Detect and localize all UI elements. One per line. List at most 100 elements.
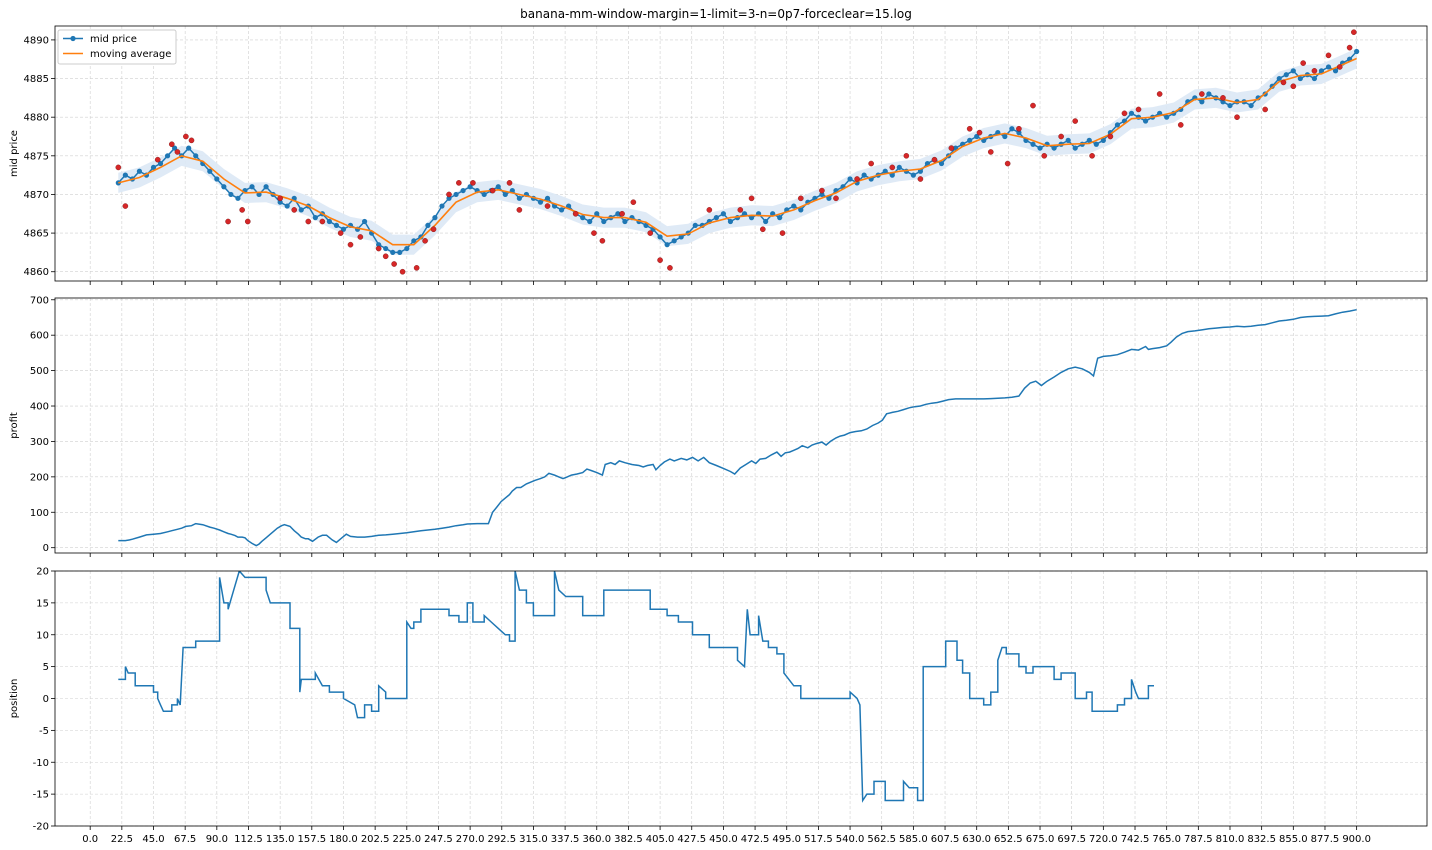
signal-point bbox=[239, 207, 245, 213]
signal-point bbox=[647, 230, 654, 236]
mid-price-point bbox=[1290, 68, 1296, 74]
signal-point bbox=[1030, 102, 1036, 109]
y-tick-label: 5 bbox=[43, 662, 49, 673]
mid-price-point bbox=[1030, 141, 1036, 147]
mid-price-point bbox=[404, 245, 410, 252]
signal-point bbox=[976, 129, 983, 136]
signal-point bbox=[382, 253, 389, 260]
mid-price-point bbox=[390, 249, 396, 256]
x-tick-label: 450.0 bbox=[709, 834, 738, 845]
signal-point bbox=[174, 149, 181, 155]
y-tick-label: 200 bbox=[30, 472, 49, 483]
mid-price-point bbox=[1100, 137, 1106, 143]
signal-point bbox=[391, 261, 397, 267]
signal-point bbox=[948, 145, 955, 151]
signal-point bbox=[1336, 64, 1343, 70]
x-tick-label: 630.0 bbox=[962, 834, 991, 845]
signal-point bbox=[966, 125, 973, 132]
legend-frame bbox=[57, 29, 177, 65]
signal-point bbox=[1041, 153, 1048, 159]
mid-price-point bbox=[157, 160, 164, 167]
profit-line bbox=[118, 308, 1357, 547]
signal-point bbox=[399, 268, 406, 275]
mid-price-point bbox=[298, 207, 304, 213]
signal-point bbox=[1121, 110, 1128, 117]
mid-price-point bbox=[1283, 72, 1289, 78]
y-tick-label: 4860 bbox=[24, 267, 49, 278]
signal-point bbox=[347, 241, 354, 248]
signal-point bbox=[1004, 160, 1011, 167]
signal-point bbox=[572, 210, 579, 217]
mid-price-point bbox=[819, 191, 825, 198]
legend: mid price moving average bbox=[57, 29, 177, 65]
moving-average-line bbox=[118, 57, 1357, 246]
mid-price-point bbox=[601, 218, 607, 225]
mid-price-point bbox=[1142, 118, 1149, 124]
signal-point bbox=[760, 226, 766, 233]
y-tick-label: -15 bbox=[33, 790, 49, 801]
mid-price-point bbox=[284, 203, 290, 209]
y-tick-label: -20 bbox=[33, 822, 49, 833]
mid-price-point bbox=[228, 191, 234, 198]
mid-price-point bbox=[1037, 145, 1043, 151]
mid-price-point bbox=[910, 172, 916, 178]
y-tick-label: 4865 bbox=[24, 229, 49, 240]
mid-price-point bbox=[748, 215, 755, 221]
mid-price-point bbox=[587, 218, 593, 225]
signal-point bbox=[819, 187, 825, 194]
signal-point bbox=[1280, 79, 1287, 86]
signal-point bbox=[506, 180, 513, 186]
signal-point bbox=[619, 210, 625, 217]
mid-price-point bbox=[615, 211, 621, 217]
mid-price-point bbox=[467, 184, 473, 190]
mid-price-point bbox=[537, 199, 544, 205]
signal-point bbox=[1016, 125, 1022, 132]
mid-price-point bbox=[938, 160, 945, 167]
mid-price-point bbox=[249, 184, 255, 190]
mid-price-point bbox=[1065, 137, 1071, 143]
mid-price-point bbox=[1114, 122, 1121, 128]
y-tick-label: 100 bbox=[30, 508, 49, 519]
signal-point bbox=[516, 207, 523, 213]
y-tick-label: 20 bbox=[36, 567, 49, 578]
x-tick-label: 225.0 bbox=[392, 834, 421, 845]
signal-point bbox=[798, 195, 804, 202]
mid-price-point bbox=[1093, 141, 1099, 147]
x-tick-label: 180.0 bbox=[329, 834, 358, 845]
y-tick-label: 4885 bbox=[24, 74, 49, 85]
signal-point bbox=[337, 230, 344, 236]
y-axis-label: mid price bbox=[9, 130, 20, 177]
x-tick-label: 0.0 bbox=[82, 834, 98, 845]
mid-price-point bbox=[917, 168, 924, 174]
signal-point bbox=[1325, 52, 1332, 59]
x-tick-label: 292.5 bbox=[487, 834, 516, 845]
position-panel: -20 -15 -10 -5 0 5 10 15 20 0.0 22.5 45.0 67.5 90.0 11… bbox=[9, 567, 1428, 845]
mid-price-point bbox=[1311, 75, 1318, 82]
mid-price-point bbox=[1002, 133, 1008, 140]
mid-price-point bbox=[277, 199, 283, 205]
signal-point bbox=[277, 195, 283, 202]
x-tick-label: 270.0 bbox=[456, 834, 485, 845]
y-tick-label: -5 bbox=[39, 726, 49, 737]
signal-point bbox=[413, 265, 420, 271]
mid-price-point bbox=[446, 195, 452, 201]
ma-band bbox=[118, 48, 1357, 255]
signal-point bbox=[917, 176, 924, 182]
signal-point bbox=[1072, 118, 1079, 124]
axes-frame bbox=[54, 297, 1428, 554]
mid-price-point bbox=[861, 172, 867, 178]
y-tick-label: 500 bbox=[30, 366, 49, 377]
x-tick-label: 517.5 bbox=[804, 834, 833, 845]
y-tick-label: -10 bbox=[33, 758, 49, 769]
mid-price-point bbox=[439, 203, 445, 209]
mid-price-point bbox=[889, 172, 895, 178]
signal-point bbox=[591, 230, 597, 236]
x-tick-label: 360.0 bbox=[582, 834, 611, 845]
signal-point bbox=[833, 195, 839, 202]
mid-price-point bbox=[1009, 126, 1015, 132]
y-tick-label: 4880 bbox=[24, 113, 49, 124]
y-tick-label: 400 bbox=[30, 402, 49, 413]
mid-price-point bbox=[692, 222, 698, 228]
signal-point bbox=[1346, 44, 1353, 51]
signal-point bbox=[748, 195, 755, 202]
